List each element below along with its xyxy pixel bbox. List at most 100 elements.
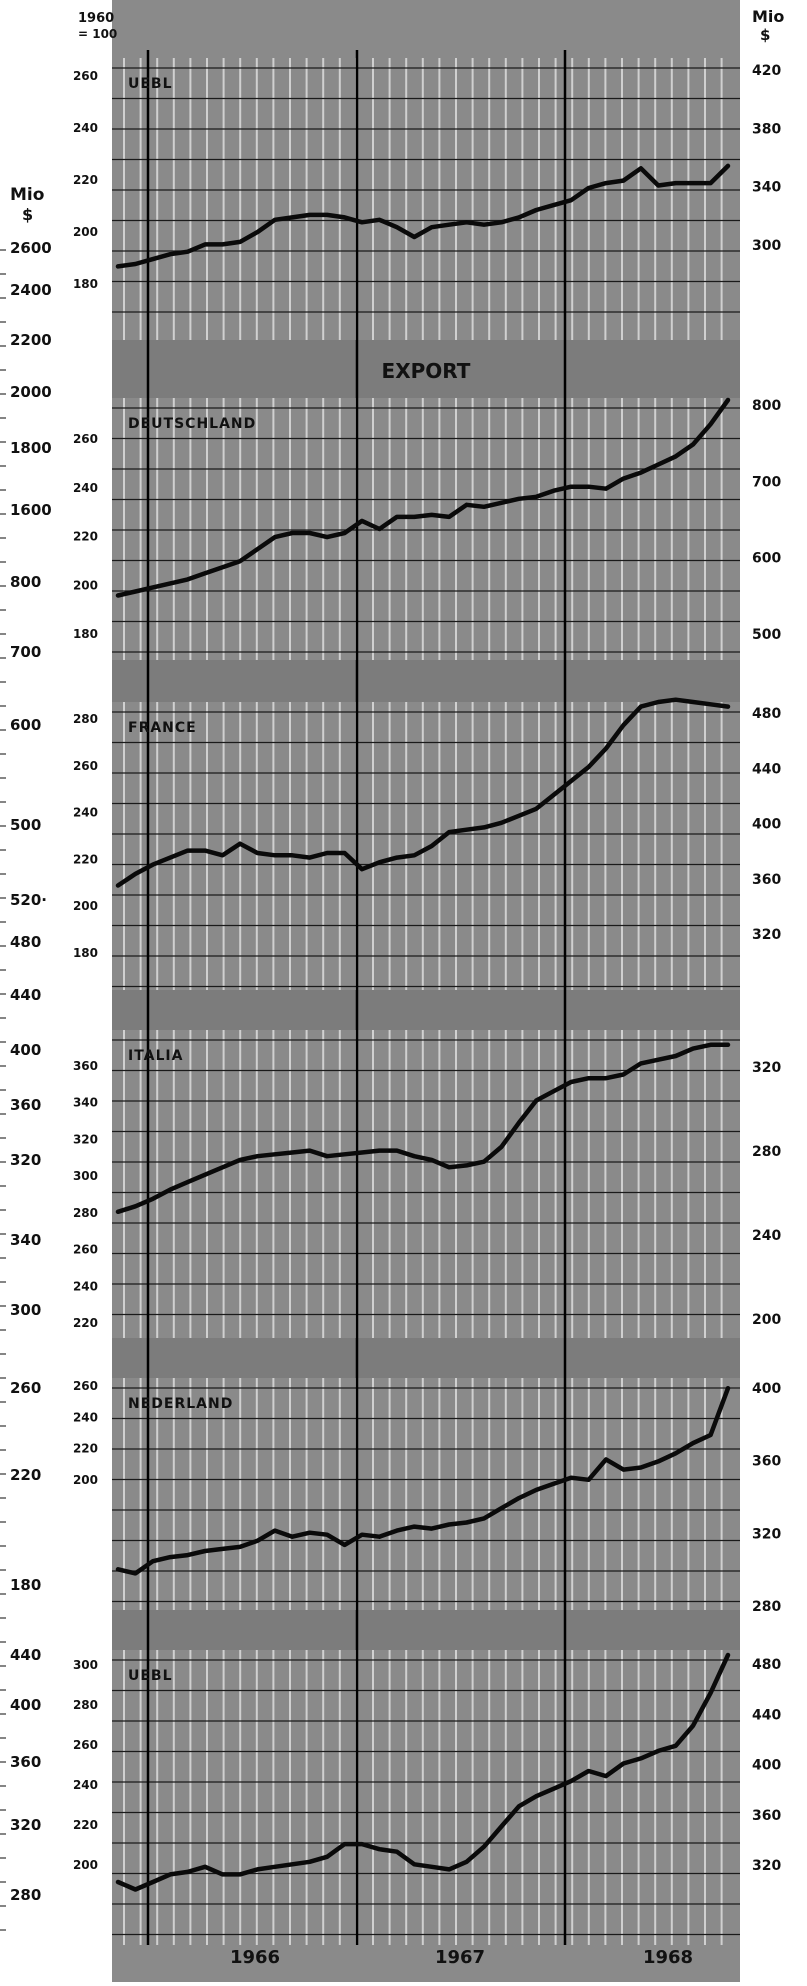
data-point [204, 849, 206, 852]
data-point [709, 1434, 712, 1436]
data-point [570, 1476, 572, 1479]
data-point [152, 1198, 154, 1200]
left-index-tick: 220 [73, 1818, 98, 1832]
data-point [483, 826, 485, 829]
data-point [640, 1062, 642, 1065]
panel-title: DEUTSCHLAND [128, 416, 256, 432]
data-point [692, 1724, 694, 1727]
outer-left-tick: 180 [10, 1576, 41, 1594]
data-point [326, 852, 328, 854]
data-point [640, 471, 642, 474]
data-point [221, 854, 224, 857]
outer-left-tick: 2000 [10, 383, 52, 401]
left-index-tick: 360 [73, 1059, 98, 1073]
data-point [152, 1881, 154, 1883]
left-index-tick: 220 [73, 1442, 98, 1456]
data-point [396, 226, 398, 228]
data-point [274, 1529, 276, 1532]
data-point [640, 167, 642, 170]
data-point [518, 498, 520, 500]
data-point [204, 1866, 206, 1868]
data-point [465, 504, 468, 506]
right-value-tick: 600 [752, 551, 781, 567]
data-point [448, 831, 450, 833]
left-index-tick: 300 [73, 1658, 98, 1672]
data-point [605, 1458, 607, 1461]
data-point [169, 856, 172, 859]
data-point [430, 226, 433, 228]
series-line [115, 397, 731, 598]
data-point [500, 221, 503, 224]
left-index-tick: 220 [73, 173, 98, 187]
data-point [518, 1805, 520, 1808]
right-value-tick: 280 [752, 1144, 781, 1160]
data-point [308, 856, 311, 859]
left-index-tick: 180 [73, 946, 98, 960]
left-index-label: 1960 [78, 11, 114, 26]
left-index-tick: 280 [73, 1206, 98, 1220]
data-point [640, 705, 642, 708]
data-point [500, 1507, 503, 1509]
data-point [291, 1151, 294, 1154]
data-point [239, 842, 241, 845]
data-point [291, 1535, 294, 1538]
right-value-tick: 300 [752, 238, 781, 254]
data-point [657, 701, 660, 703]
outer-left-tick: 220 [10, 1466, 41, 1484]
data-point [622, 179, 625, 182]
data-point [657, 463, 660, 466]
left-index-tick: 180 [73, 277, 98, 291]
data-point [308, 1861, 311, 1863]
data-point [518, 815, 520, 817]
data-point [343, 532, 346, 534]
data-point [169, 1188, 172, 1191]
outer-left-tick: 400 [10, 1696, 41, 1714]
left-index-tick: 240 [73, 481, 98, 495]
left-index-tick: 220 [73, 852, 98, 866]
left-index-tick: 260 [73, 1243, 98, 1257]
data-point [657, 1750, 660, 1752]
left-index-tick: 200 [73, 578, 98, 592]
data-point [256, 548, 259, 550]
data-point [134, 873, 137, 875]
data-point [239, 1159, 241, 1161]
data-point [692, 1047, 694, 1050]
data-point [291, 532, 294, 534]
right-value-tick: 380 [752, 121, 781, 137]
data-point [500, 502, 503, 504]
data-point [291, 1863, 294, 1866]
left-index-tick: 240 [73, 806, 98, 820]
outer-left-tick: 800 [10, 573, 41, 591]
left-index-tick: 260 [73, 1738, 98, 1752]
right-value-tick: 400 [752, 817, 781, 833]
left-index-tick: 260 [73, 759, 98, 773]
data-point [535, 808, 538, 810]
left-unit-label: Mio [10, 185, 44, 205]
data-point [396, 856, 398, 859]
data-point [326, 214, 328, 216]
data-point [605, 487, 607, 490]
outer-left-tick: 360 [10, 1096, 41, 1114]
series-line [115, 1385, 731, 1576]
data-point [622, 1073, 625, 1076]
data-point [483, 506, 485, 508]
data-point [430, 514, 433, 516]
data-point [186, 1181, 189, 1183]
data-point [448, 1523, 450, 1526]
data-point [465, 1164, 468, 1167]
outer-left-tick: 360 [10, 1753, 41, 1771]
panel-title: FRANCE [128, 720, 197, 736]
left-index-tick: 220 [73, 530, 98, 544]
data-point [204, 572, 206, 575]
data-point [274, 219, 276, 221]
outer-left-tick: 1800 [10, 439, 52, 457]
data-point [465, 1521, 468, 1524]
right-value-tick: 500 [752, 627, 781, 643]
data-point [134, 1205, 137, 1208]
data-point [343, 852, 346, 854]
outer-left-tick: 320 [10, 1151, 41, 1169]
data-point [570, 1780, 572, 1782]
data-point [152, 258, 154, 260]
data-point [256, 852, 259, 854]
left-index-tick: 260 [73, 432, 98, 446]
